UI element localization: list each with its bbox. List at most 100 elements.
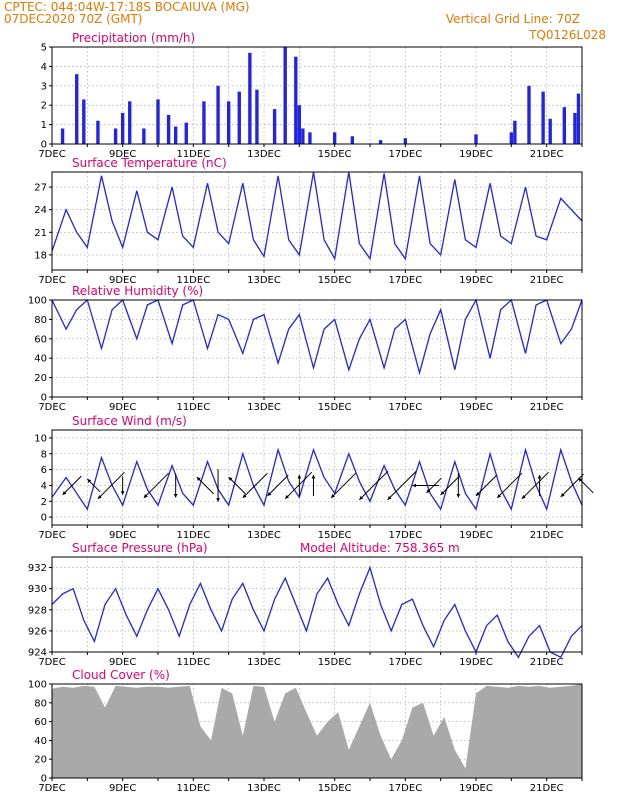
panel-precip: 0 1 2 3 4 5 7DEC 9DEC 11DEC 13DEC 15DEC 17DEC 19DEC 2… [38,31,583,160]
y-tick-label: 18 [34,250,47,261]
y-tick-label: 930 [28,584,47,595]
x-tick-label: 7DEC [38,530,65,541]
wind-arrow-head [331,493,335,498]
x-tick-label: 13DEC [247,530,281,541]
x-tick-label: 19DEC [459,402,493,413]
precip-bar [548,118,552,144]
wind-arrow-head [87,479,92,483]
x-tick-label: 11DEC [176,402,210,413]
precip-bar [301,128,305,144]
y-tick-label: 932 [28,563,47,574]
x-tick-label: 7DEC [38,657,65,668]
precip-bar [541,91,545,144]
y-tick-label: 928 [28,605,47,616]
wind-arrow-head [196,477,201,481]
precip-bar [576,93,581,144]
wind-arrow-shaft [62,475,82,496]
precip-bar [562,107,567,144]
panel-frame [51,429,583,526]
cloud-cover-area [52,684,582,778]
panel-cloud: 0 20 40 60 80 100 7DEC 9DEC 11DEC 13DEC 15DEC 17DEC… [28,668,583,794]
panel-frame [51,46,583,145]
rh-line [51,298,583,376]
y-tick-label: 4 [41,62,47,73]
x-tick-label: 9DEC [109,657,136,668]
precip-bar [60,128,65,144]
y-tick-label: 80 [34,698,47,709]
x-tick-label: 21DEC [530,657,564,668]
y-tick-label: 924 [28,648,47,659]
wind-arrow-shaft [242,472,268,499]
x-tick-label: 15DEC [318,275,352,286]
x-tick-label: 19DEC [459,783,493,794]
header-code: TQ0126L028 [528,28,606,42]
x-tick-label: 11DEC [176,783,210,794]
precip-bar [378,140,383,144]
panel-title: Precipitation (mm/h) [72,31,195,45]
precip-bar [527,85,531,144]
y-tick-label: 40 [34,354,47,365]
wind-arrow-head [560,493,565,497]
x-tick-label: 11DEC [176,657,210,668]
y-tick-label: 0 [41,774,47,785]
panel-frame [51,171,583,271]
x-tick-label: 19DEC [459,149,493,160]
header-date: 07DEC2020 70Z (GMT) [4,12,142,26]
x-tick-label: 19DEC [459,530,493,541]
precip-bar [474,134,478,144]
wind-arrow-shaft [143,472,169,499]
y-tick-label: 926 [28,626,47,637]
x-tick-label: 13DEC [247,149,281,160]
panel-title: Cloud Cover (%) [72,668,170,682]
x-tick-label: 11DEC [176,530,210,541]
wind-arrow-head [297,474,302,479]
wind-arrow-head [267,492,272,496]
wind-arrow-head [476,492,480,496]
wind-arrow-head [120,491,125,495]
wind-arrow-shaft [330,472,357,499]
x-tick-label: 17DEC [388,657,422,668]
precip-bar [96,120,100,144]
wind-arrow-shaft [196,476,215,495]
wind-arrow-head [387,495,392,500]
x-tick-label: 13DEC [247,275,281,286]
panel-wind: 0 2 4 6 8 10 7DEC 9DEC 11DEC 13DEC 15DEC 17DEC 19DEC… [34,414,594,541]
precip-bar [166,114,171,144]
precip-bar [308,132,312,144]
y-tick-label: 2 [41,497,47,508]
precip-bar [120,112,125,144]
wind-arrow-head [456,493,461,498]
y-tick-label: 21 [34,228,47,239]
wind-arrow-head [521,494,526,499]
x-tick-label: 9DEC [109,783,136,794]
x-tick-label: 9DEC [109,530,136,541]
x-tick-label: 19DEC [459,275,493,286]
wind-arrow-head [497,493,502,498]
x-tick-label: 17DEC [388,149,422,160]
wind-arrow-shaft [496,472,523,499]
wind-arrow-head [359,495,364,500]
panel-title: Surface Wind (m/s) [72,414,187,428]
precip-bar [226,101,231,144]
y-tick-label: 0 [41,513,47,524]
y-tick-label: 24 [34,205,47,216]
x-tick-label: 7DEC [38,402,65,413]
y-tick-label: 8 [41,449,47,460]
wind-arrow-head [62,491,67,495]
x-tick-label: 7DEC [38,275,65,286]
x-tick-label: 13DEC [247,657,281,668]
precip-bar [332,132,337,144]
y-tick-label: 0 [41,140,47,151]
wind-arrow-shaft [560,473,584,498]
precip-bar [202,101,206,144]
y-tick-label: 60 [34,717,47,728]
y-tick-label: 20 [34,373,47,384]
precip-bar [350,136,355,144]
wind-arrow-shaft [267,474,289,497]
panels-group: 0 1 2 3 4 5 7DEC 9DEC 11DEC 13DEC 15DEC 17DEC 19DEC 2… [28,31,594,794]
precip-bar [113,128,118,144]
x-tick-label: 17DEC [388,275,422,286]
panel-temp: 18 21 24 27 7DEC 9DEC 11DEC 13DEC 15DEC 17DEC 19DE… [34,156,583,286]
wind-line [51,447,583,512]
precip-bar [156,99,160,144]
